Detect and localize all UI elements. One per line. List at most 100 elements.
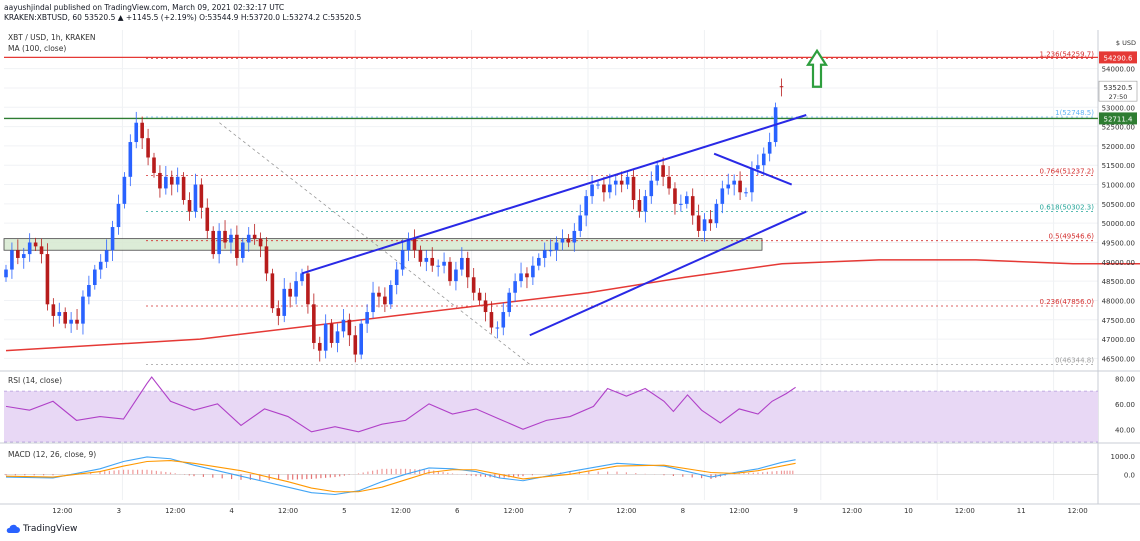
- candle-body: [365, 312, 369, 324]
- candle-body: [164, 176, 168, 189]
- candle-body: [235, 234, 239, 258]
- candle-body: [312, 304, 316, 343]
- candle-body: [241, 242, 245, 258]
- candle-body: [205, 207, 210, 231]
- candle-body: [169, 176, 174, 185]
- candle-body: [560, 238, 565, 243]
- header-bar: aayushjindal published on TradingView.co…: [0, 0, 1140, 30]
- candle-body: [306, 273, 310, 305]
- candle-body: [708, 219, 713, 224]
- price-tag-text: 53520.5: [1104, 84, 1133, 92]
- candle-body: [720, 188, 725, 204]
- candle-body: [116, 203, 121, 228]
- candle-body: [45, 254, 50, 305]
- publisher-line: aayushjindal published on TradingView.co…: [4, 3, 285, 12]
- candle-body: [667, 176, 671, 189]
- candle-body: [554, 242, 559, 251]
- candle-body: [744, 192, 748, 194]
- candle-body: [282, 288, 287, 316]
- candle-body: [471, 277, 476, 293]
- candle-body: [542, 250, 547, 258]
- candle-body: [690, 196, 695, 216]
- candle-body: [21, 254, 26, 258]
- price-tick-label: 51500.00: [1102, 162, 1135, 170]
- chart-canvas[interactable]: 1.236(54259.7) 1(52748.5) 0.764(51237.2) 0.…: [0, 0, 1140, 520]
- candle-body: [122, 176, 127, 204]
- time-tick-label: 12:00: [842, 507, 862, 515]
- candle-body: [625, 176, 630, 185]
- price-tag-countdown: 27:50: [1109, 93, 1128, 101]
- candle-body: [98, 261, 103, 270]
- candle-body: [566, 238, 571, 243]
- candle-body: [732, 180, 736, 185]
- candle-body: [264, 246, 269, 274]
- time-tick-label: 4: [229, 507, 234, 515]
- candle-body: [619, 180, 624, 185]
- candle-body: [714, 203, 719, 224]
- candle-body: [702, 219, 707, 231]
- rsi-tick-label: 60.00: [1115, 401, 1135, 409]
- price-tick-label: 50500.00: [1102, 201, 1135, 209]
- candle-body: [578, 215, 583, 231]
- candle-body: [613, 180, 618, 185]
- price-tick-label: 47500.00: [1102, 317, 1135, 325]
- price-tick-label: 48500.00: [1102, 278, 1135, 286]
- time-tick-label: 10: [904, 507, 913, 515]
- candle-body: [347, 319, 352, 336]
- candle-body: [63, 312, 67, 324]
- price-tick-label: 50000.00: [1102, 220, 1135, 228]
- time-tick-label: 12:00: [391, 507, 411, 515]
- time-tick-label: 7: [568, 507, 572, 515]
- fib-level-label: 0.5(49546.6): [1048, 233, 1094, 241]
- tradingview-logo[interactable]: TradingView: [6, 524, 77, 534]
- candle-body: [353, 335, 358, 355]
- candle-body: [761, 153, 766, 166]
- candle-body: [655, 165, 659, 181]
- candle-body: [329, 323, 334, 343]
- candle-body: [637, 200, 642, 212]
- candle-body: [288, 288, 292, 297]
- candle-body: [57, 312, 62, 316]
- candle-body: [465, 257, 470, 278]
- ma-line: [5, 259, 1140, 352]
- candle-body: [87, 285, 91, 297]
- time-tick-label: 12:00: [1068, 507, 1088, 515]
- up-arrow: [805, 48, 829, 88]
- trendline: [301, 114, 807, 275]
- candle-body: [371, 292, 375, 313]
- candle-body: [217, 230, 221, 255]
- candle-body: [489, 312, 494, 328]
- candle-body: [454, 269, 458, 282]
- candle-body: [104, 250, 109, 262]
- candle-body: [548, 250, 553, 252]
- trendline: [713, 152, 793, 186]
- candle-body: [519, 273, 523, 282]
- time-tick-label: 5: [342, 507, 346, 515]
- time-tick-label: 12:00: [955, 507, 975, 515]
- candle-body: [211, 230, 215, 255]
- candle-body: [359, 323, 363, 355]
- candle-body: [341, 319, 346, 332]
- candle-body: [596, 184, 600, 186]
- symbol-quote-line: KRAKEN:XBTUSD, 60 53520.5 ▲ +1145.5 (+2.…: [4, 13, 362, 22]
- candle-body: [696, 215, 701, 231]
- candle-body: [631, 176, 636, 200]
- candle-body: [276, 308, 281, 316]
- candle-body: [738, 180, 742, 193]
- price-level-tag-text: 54290.6: [1104, 54, 1133, 62]
- candle-body: [223, 230, 227, 243]
- brand-label: TradingView: [23, 524, 78, 534]
- candle-body: [33, 242, 38, 247]
- candle-body: [430, 257, 435, 266]
- candle-body: [756, 165, 760, 170]
- macd-tick-label: 1000.0: [1111, 453, 1136, 461]
- rsi-legend: RSI (14, close): [8, 376, 63, 385]
- candle-body: [10, 250, 14, 270]
- candle-body: [673, 188, 677, 204]
- price-tick-label: 46500.00: [1102, 355, 1135, 363]
- time-tick-label: 12:00: [729, 507, 749, 515]
- signal-line: [5, 460, 796, 493]
- candle-body: [300, 273, 304, 282]
- price-tick-label: 51000.00: [1102, 182, 1135, 190]
- candle-body: [406, 238, 411, 251]
